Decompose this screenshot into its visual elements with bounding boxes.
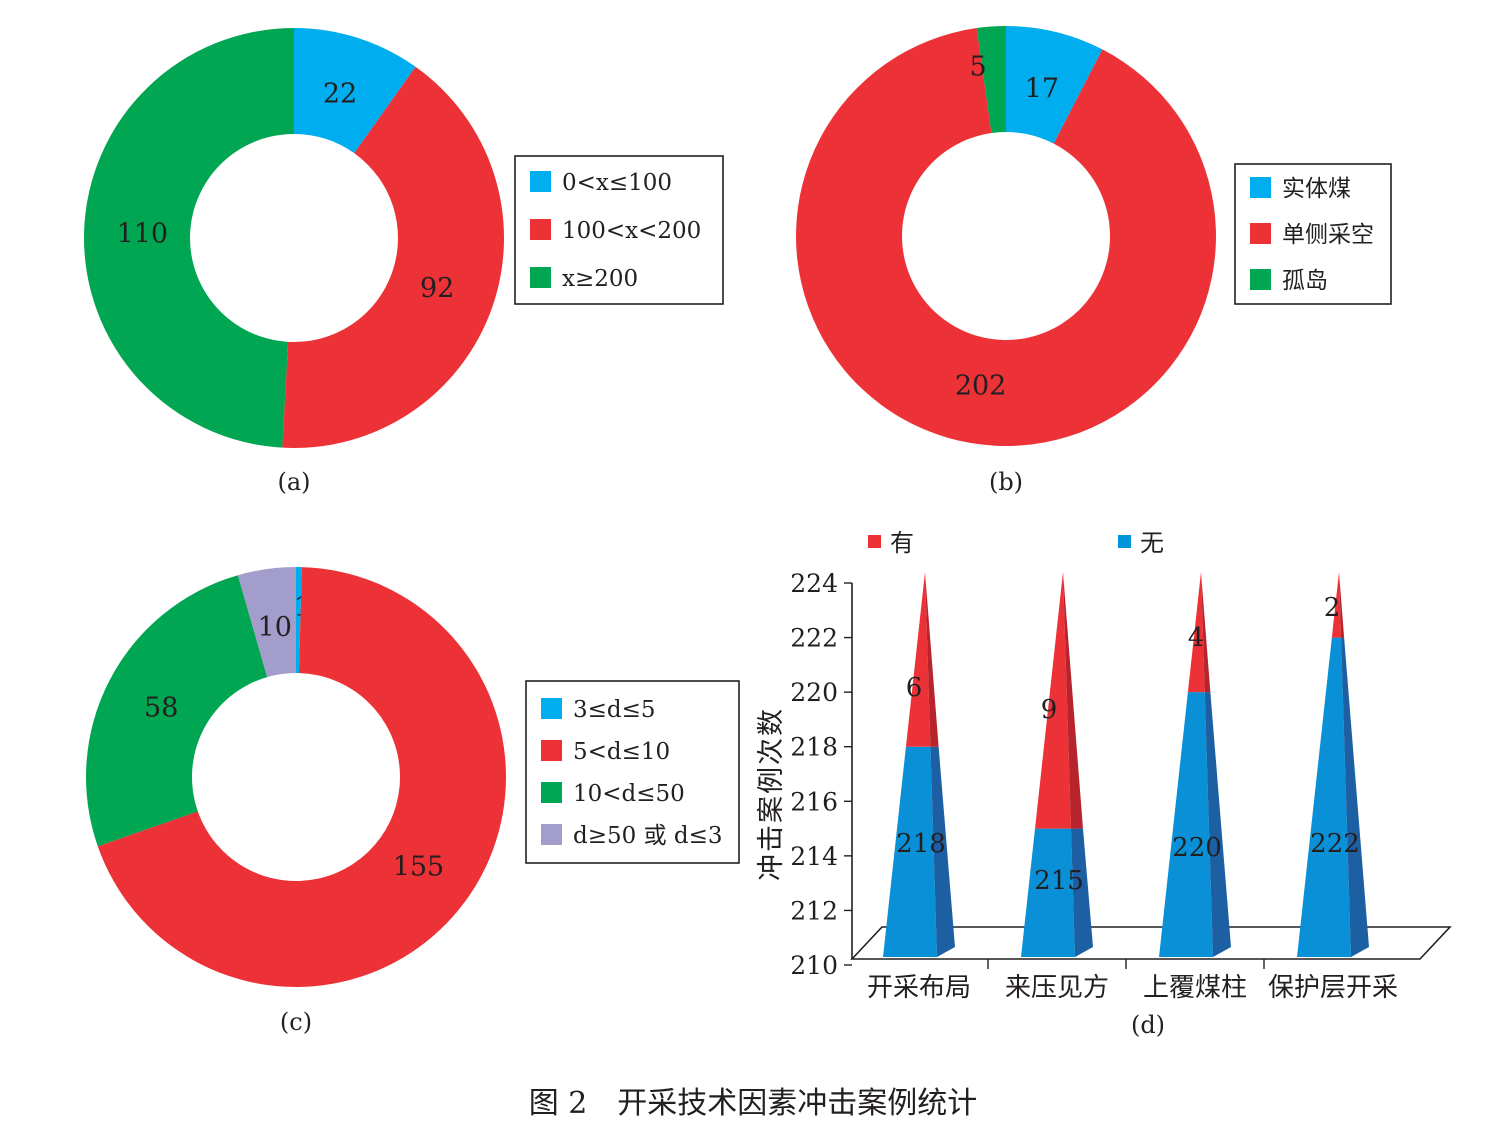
cone-base-side	[930, 746, 955, 957]
legend-swatch	[541, 782, 562, 803]
legend-swatch	[530, 267, 551, 288]
legend-label: d≥50 或 d≤3	[573, 823, 723, 849]
top-value-label: 6	[906, 673, 923, 703]
cone-top-side	[925, 572, 939, 747]
y-tick-label: 212	[790, 896, 838, 925]
donut-slice	[1006, 26, 1103, 144]
cone-top-segment	[1331, 572, 1342, 638]
donut-slice	[282, 66, 504, 449]
legend-swatch	[1118, 535, 1131, 548]
slice-value-label: 202	[955, 371, 1007, 402]
donut-slice	[85, 575, 268, 847]
subfigure-caption: (a)	[277, 468, 310, 496]
x-tick-label: 上覆煤柱	[1143, 973, 1247, 1003]
donut-slice	[294, 28, 416, 154]
figure-caption: 图 2 开采技术因素冲击案例统计	[528, 1086, 978, 1121]
base-value-label: 222	[1310, 829, 1360, 859]
legend-label: 100<x<200	[562, 218, 701, 244]
legend-frame	[525, 680, 740, 864]
legend: 0<x≤100 100<x<200 x≥200	[514, 155, 724, 305]
cone-base-side	[1204, 692, 1231, 957]
y-tick-label: 216	[790, 787, 838, 816]
slice-value-label: 5	[969, 51, 986, 82]
legend-swatch	[1250, 269, 1271, 290]
donut-slice	[976, 26, 1006, 134]
top-value-label: 2	[1324, 593, 1341, 623]
top-value-label: 4	[1188, 623, 1205, 653]
legend-swatch	[530, 219, 551, 240]
y-tick-label: 224	[790, 569, 838, 598]
subfigure-caption: (d)	[1131, 1011, 1165, 1039]
cone-base-side	[1070, 828, 1093, 957]
cone-top-segment	[1187, 572, 1205, 693]
y-tick-label: 214	[790, 842, 838, 871]
top-value-label: 9	[1041, 695, 1058, 725]
cone-top-segment	[1035, 572, 1071, 829]
slice-value-label: 155	[393, 852, 445, 883]
legend-label: x≥200	[562, 266, 638, 292]
y-tick-label: 218	[790, 733, 838, 762]
base-value-label: 215	[1034, 866, 1084, 896]
donut-chart-a: 22 92 110 0<x≤100 100<x<200 x≥200 (a)	[84, 28, 724, 496]
base-value-label: 220	[1172, 833, 1222, 863]
cone-base-segment	[1297, 637, 1351, 957]
legend: 3≤d≤5 5<d≤10 10<d≤50 d≥50 或 d≤3	[525, 680, 740, 864]
subfigure-caption: (b)	[989, 468, 1023, 496]
legend-label: 5<d≤10	[573, 739, 670, 765]
legend-swatch	[541, 740, 562, 761]
legend-swatch	[541, 698, 562, 719]
legend-label: 单侧采空	[1282, 222, 1374, 248]
slice-value-label: 17	[1025, 74, 1059, 105]
slice-value-label: 22	[323, 78, 357, 109]
x-tick-label: 来压见方	[1005, 973, 1109, 1003]
cone-base-segment	[1159, 692, 1213, 957]
legend-swatch	[541, 824, 562, 845]
donut-slice	[84, 28, 295, 448]
x-tick-label: 保护层开采	[1268, 973, 1398, 1003]
legend-label: 无	[1140, 529, 1164, 557]
y-axis-label: 冲击案例次数	[756, 707, 787, 881]
legend-swatch	[530, 171, 551, 192]
legend-label: 孤岛	[1282, 268, 1328, 294]
base-value-label: 218	[896, 829, 946, 859]
legend-label: 0<x≤100	[562, 170, 672, 196]
x-tick-label: 开采布局	[867, 973, 971, 1003]
cone-base-segment	[883, 746, 937, 957]
cone-top-side	[1063, 572, 1083, 829]
donut-slice	[237, 567, 296, 678]
cone-top-side	[1339, 572, 1345, 638]
cone-top-segment	[905, 572, 931, 747]
legend-label: 3≤d≤5	[573, 697, 656, 723]
subfigure-caption: (c)	[280, 1008, 312, 1036]
slice-value-label: 58	[144, 692, 178, 723]
donut-slice	[97, 567, 507, 988]
legend-label: 实体煤	[1282, 176, 1351, 202]
cone-top-side	[1201, 572, 1211, 693]
floor-plane	[850, 926, 1452, 960]
slice-value-label: 110	[117, 219, 169, 250]
slice-value-label: 10	[258, 612, 292, 643]
y-tick-label: 222	[790, 624, 838, 653]
donut-slice	[796, 28, 1216, 447]
cone-bar-chart-d: 210 212 214 216 218 220 222 224 开采布局 来压见方 上覆煤柱 保护层开…	[756, 529, 1452, 1039]
legend-label: 有	[890, 529, 914, 557]
legend-swatch	[1250, 223, 1271, 244]
cone-base-side	[1341, 637, 1369, 957]
donut-slice	[296, 567, 302, 674]
legend-swatch	[1250, 177, 1271, 198]
legend-frame	[1234, 163, 1392, 305]
y-tick-label: 220	[790, 678, 838, 707]
y-tick-label: 210	[790, 951, 838, 980]
legend-frame	[514, 155, 724, 305]
slice-value-label: 92	[420, 273, 454, 304]
legend-swatch	[868, 535, 881, 548]
legend-label: 10<d≤50	[573, 781, 685, 807]
cone-base-segment	[1021, 828, 1075, 957]
